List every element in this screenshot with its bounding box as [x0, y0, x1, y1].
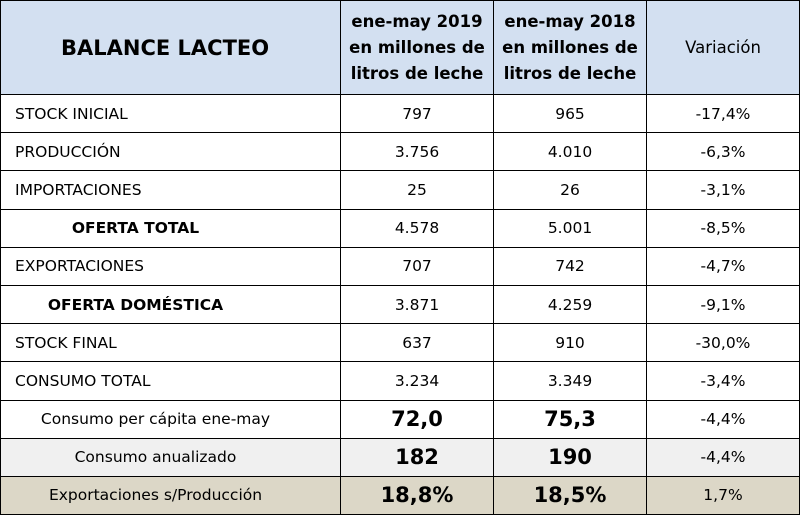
row-label: Exportaciones s/Producción	[0, 475, 341, 516]
variation-value: -4,7%	[646, 246, 800, 286]
value-2018: 5.001	[493, 208, 647, 248]
value-2018: 26	[493, 170, 647, 210]
value-2019: 25	[340, 170, 494, 210]
value-2018: 4.259	[493, 284, 647, 325]
variation-value: -17,4%	[646, 93, 800, 134]
table-title: BALANCE LACTEO	[0, 0, 341, 95]
table-row-exportaciones-produccion: Exportaciones s/Producción 18,8% 18,5% 1…	[0, 475, 800, 516]
value-2018: 742	[493, 246, 647, 286]
row-label: OFERTA DOMÉSTICA	[0, 284, 341, 325]
variation-value: -3,4%	[646, 361, 800, 401]
table-row-consumo-total: CONSUMO TOTAL 3.234 3.349 -3,4%	[0, 361, 800, 401]
value-2018: 4.010	[493, 132, 647, 172]
row-label: STOCK FINAL	[0, 323, 341, 363]
variation-value: -3,1%	[646, 170, 800, 210]
value-2019: 3.756	[340, 132, 494, 172]
table-row-consumo-anualizado: Consumo anualizado 182 190 -4,4%	[0, 437, 800, 477]
value-2019: 18,8%	[340, 475, 494, 516]
header-row: BALANCE LACTEO ene-may 2019 en millones …	[0, 0, 800, 95]
header-2019-line2: en millones de	[349, 37, 485, 57]
value-2019: 72,0	[340, 399, 494, 439]
variation-value: -4,4%	[646, 437, 800, 477]
row-label: Consumo anualizado	[0, 437, 341, 477]
row-label: EXPORTACIONES	[0, 246, 341, 286]
table-row-stock-final: STOCK FINAL 637 910 -30,0%	[0, 323, 800, 363]
value-2019: 637	[340, 323, 494, 363]
variation-value: 1,7%	[646, 475, 800, 516]
header-2018-line3: litros de leche	[503, 63, 637, 83]
table-row-exportaciones: EXPORTACIONES 707 742 -4,7%	[0, 246, 800, 286]
table-row-oferta-total: OFERTA TOTAL 4.578 5.001 -8,5%	[0, 208, 800, 248]
header-2019: ene-may 2019 en millones de litros de le…	[340, 0, 494, 95]
value-2019: 3.234	[340, 361, 494, 401]
value-2018: 3.349	[493, 361, 647, 401]
value-2019: 4.578	[340, 208, 494, 248]
row-label: OFERTA TOTAL	[0, 208, 341, 248]
variation-value: -8,5%	[646, 208, 800, 248]
row-label: CONSUMO TOTAL	[0, 361, 341, 401]
value-2019: 707	[340, 246, 494, 286]
table-row-importaciones: IMPORTACIONES 25 26 -3,1%	[0, 170, 800, 210]
row-label: IMPORTACIONES	[0, 170, 341, 210]
header-2018-line1: ene-may 2018	[504, 11, 636, 31]
value-2018: 190	[493, 437, 647, 477]
header-2019-line3: litros de leche	[350, 63, 484, 83]
header-2018: ene-may 2018 en millones de litros de le…	[493, 0, 647, 95]
table-row-oferta-domestica: OFERTA DOMÉSTICA 3.871 4.259 -9,1%	[0, 284, 800, 325]
table-row-consumo-per-capita: Consumo per cápita ene-may 72,0 75,3 -4,…	[0, 399, 800, 439]
header-2018-line2: en millones de	[502, 37, 638, 57]
table-row-produccion: PRODUCCIÓN 3.756 4.010 -6,3%	[0, 132, 800, 172]
variation-value: -4,4%	[646, 399, 800, 439]
value-2018: 75,3	[493, 399, 647, 439]
row-label: Consumo per cápita ene-may	[0, 399, 341, 439]
value-2018: 910	[493, 323, 647, 363]
variation-value: -30,0%	[646, 323, 800, 363]
value-2019: 797	[340, 93, 494, 134]
table-row-stock-inicial: STOCK INICIAL 797 965 -17,4%	[0, 93, 800, 134]
header-2019-line1: ene-may 2019	[351, 11, 483, 31]
variation-value: -9,1%	[646, 284, 800, 325]
variation-value: -6,3%	[646, 132, 800, 172]
header-variation: Variación	[646, 0, 800, 95]
row-label: PRODUCCIÓN	[0, 132, 341, 172]
value-2019: 3.871	[340, 284, 494, 325]
row-label: STOCK INICIAL	[0, 93, 341, 134]
value-2018: 965	[493, 93, 647, 134]
value-2019: 182	[340, 437, 494, 477]
value-2018: 18,5%	[493, 475, 647, 516]
